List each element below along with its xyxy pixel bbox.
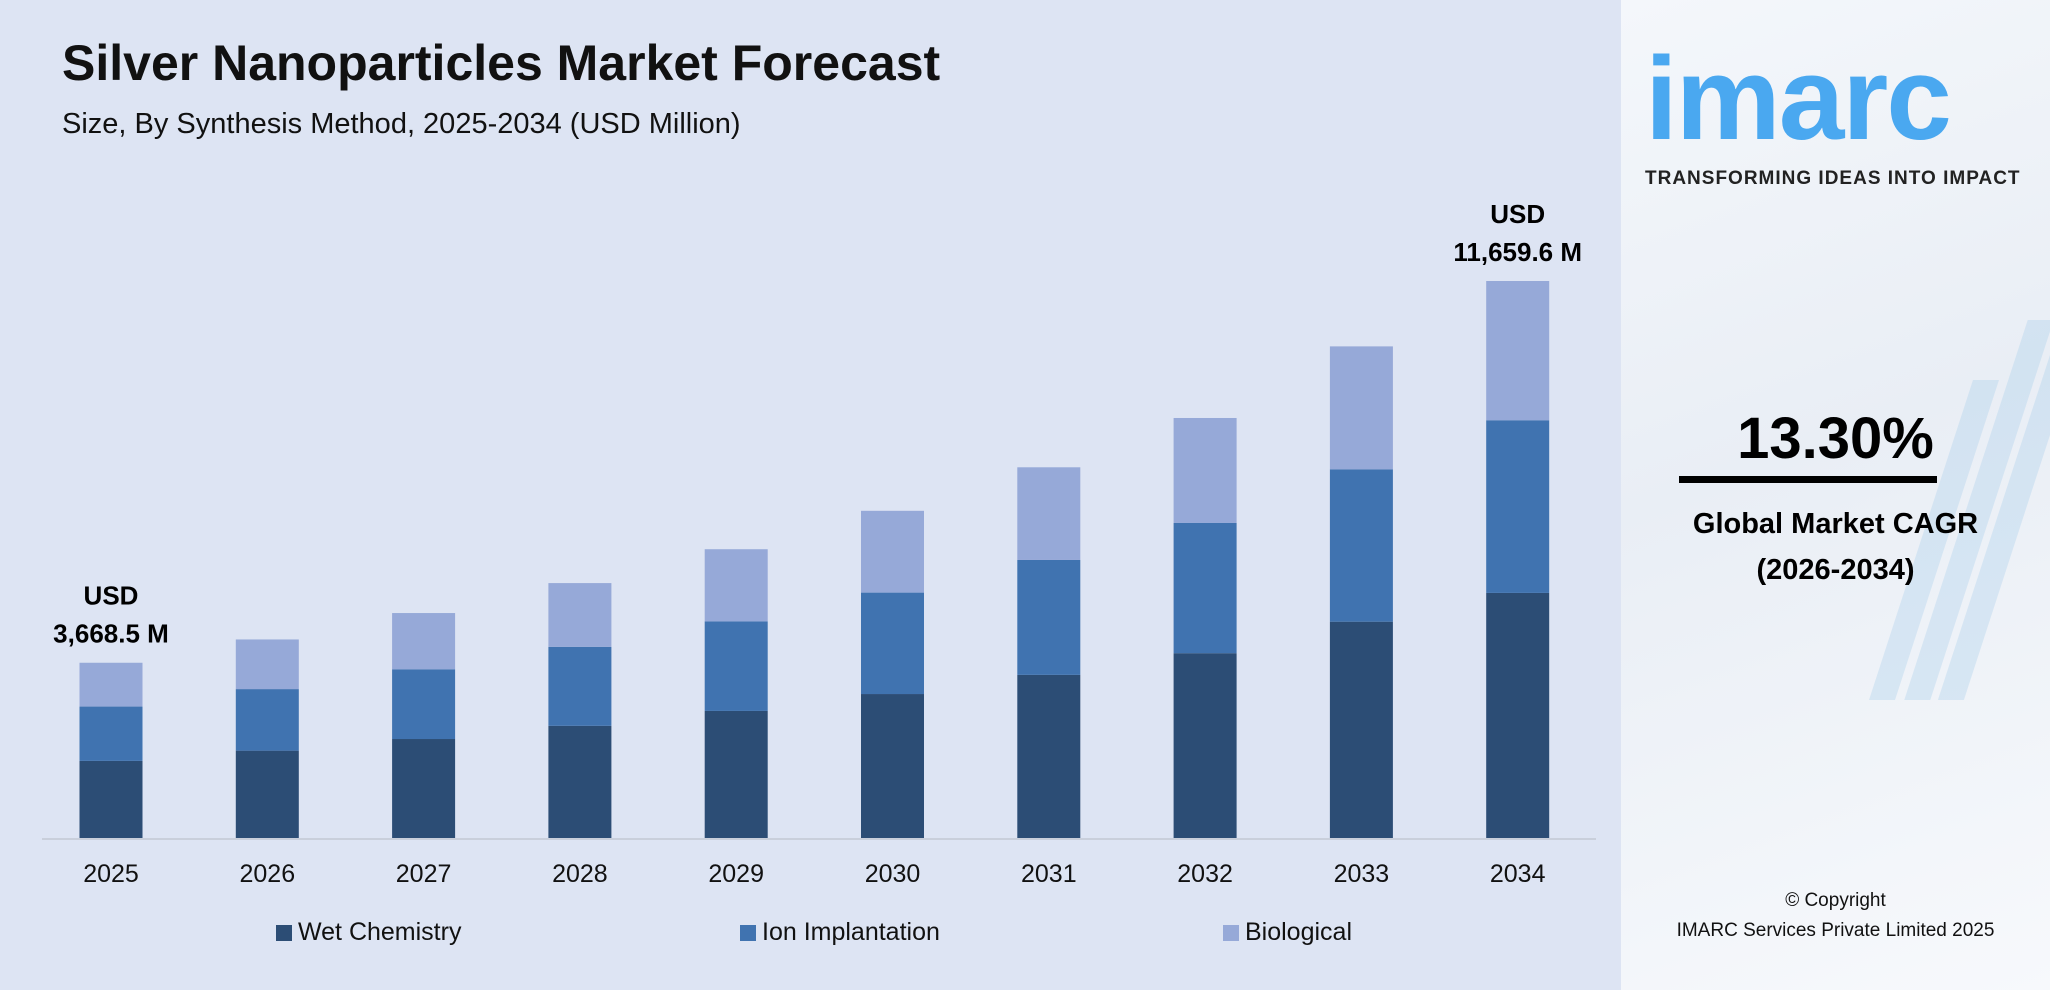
bar-segment-wet-chemistry — [1173, 653, 1237, 838]
bar-segment-wet-chemistry — [392, 739, 456, 838]
bar-segment-ion-implantation — [548, 646, 612, 726]
stacked-bar-chart: 2025 2026 2027 2028 2029 2030 2031 2032 2033 2034… — [42, 199, 1596, 888]
bar-segment-wet-chemistry — [235, 750, 299, 838]
x-tick-label: 2032 — [1177, 860, 1233, 888]
bar-segment-wet-chemistry — [548, 725, 612, 838]
bar-segment-biological — [1017, 467, 1081, 560]
bar-segment-biological — [704, 549, 768, 622]
cagr-value: 13.30% — [1737, 406, 1934, 471]
bar-segment-wet-chemistry — [1017, 674, 1081, 838]
divider — [1679, 476, 1937, 483]
chart-subtitle: Size, By Synthesis Method, 2025-2034 (US… — [62, 108, 741, 140]
x-tick-label: 2034 — [1490, 860, 1546, 888]
legend-label: Wet Chemistry — [298, 918, 462, 946]
bar-segment-ion-implantation — [704, 621, 768, 711]
chart-panel: Silver Nanoparticles Market Forecast Siz… — [0, 0, 1621, 990]
bar-segment-ion-implantation — [1486, 420, 1550, 593]
data-label: 11,659.6 M — [1453, 237, 1582, 267]
bar-segment-wet-chemistry — [1486, 592, 1550, 838]
legend-swatch — [740, 924, 756, 941]
chart-title: Silver Nanoparticles Market Forecast — [62, 35, 941, 91]
x-tick-label: 2028 — [552, 860, 608, 888]
cagr-period: (2026-2034) — [1756, 554, 1915, 586]
bar-segment-ion-implantation — [1329, 469, 1393, 622]
legend-item-wet-chemistry: Wet Chemistry — [276, 918, 461, 947]
x-tick-label: 2031 — [1021, 860, 1077, 888]
logo-tagline: TRANSFORMING IDEAS INTO IMPACT — [1645, 168, 2021, 189]
data-label: USD — [84, 581, 139, 611]
bar-segment-biological — [1329, 346, 1393, 470]
x-tick-label: 2027 — [396, 860, 452, 888]
bar-segment-ion-implantation — [392, 669, 456, 740]
bar-segment-biological — [235, 639, 299, 690]
data-label: 3,668.5 M — [53, 619, 169, 649]
bar-segment-biological — [1173, 417, 1237, 523]
x-tick-label: 2029 — [708, 860, 764, 888]
x-tick-label: 2025 — [83, 860, 139, 888]
data-label: USD — [1490, 199, 1545, 229]
copyright-company: IMARC Services Private Limited 2025 — [1676, 920, 1995, 941]
copyright-line: © Copyright — [1785, 890, 1886, 911]
legend-label: Ion Implantation — [762, 918, 940, 946]
bar-segment-ion-implantation — [1017, 559, 1081, 675]
bar-segment-ion-implantation — [235, 689, 299, 751]
bar-segment-wet-chemistry — [861, 694, 924, 838]
x-tick-label: 2026 — [239, 860, 295, 888]
bar-segment-ion-implantation — [79, 706, 143, 761]
bar-segment-biological — [548, 583, 612, 647]
x-tick-label: 2030 — [865, 860, 921, 888]
bar-segment-ion-implantation — [861, 592, 924, 695]
x-tick-label: 2033 — [1334, 860, 1390, 888]
legend-item-ion-implantation: Ion Implantation — [740, 918, 940, 947]
cagr-label: Global Market CAGR — [1692, 508, 1979, 540]
imarc-logo: imarc — [1645, 33, 1952, 165]
bar-segment-wet-chemistry — [1329, 621, 1393, 838]
legend-swatch — [276, 924, 292, 941]
bar-segment-ion-implantation — [1173, 522, 1237, 654]
legend-swatch — [1223, 924, 1239, 941]
bar-segment-biological — [861, 510, 924, 593]
legend-item-biological: Biological — [1223, 918, 1352, 947]
info-panel: imarc TRANSFORMING IDEAS INTO IMPACT 13.… — [1621, 0, 2050, 990]
bar-segment-biological — [392, 613, 456, 670]
bar-segment-wet-chemistry — [79, 760, 143, 838]
bar-segment-wet-chemistry — [704, 710, 768, 838]
bar-segment-biological — [1486, 281, 1550, 421]
bar-segment-biological — [79, 662, 143, 707]
legend-label: Biological — [1245, 918, 1353, 946]
